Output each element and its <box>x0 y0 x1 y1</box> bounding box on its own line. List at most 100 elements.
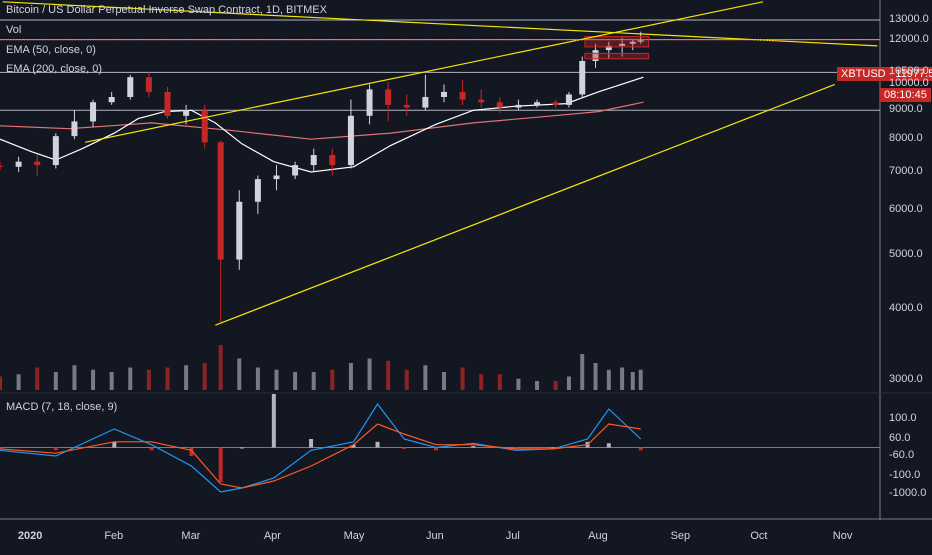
macd-histogram-bar <box>271 394 276 448</box>
candle-body <box>385 89 392 105</box>
candle-body <box>496 102 503 108</box>
volume-bar <box>566 376 571 390</box>
candle-body <box>605 45 612 51</box>
volume-bar <box>128 367 133 390</box>
volume-bar <box>237 358 242 390</box>
time-tick-label: Feb <box>104 530 124 542</box>
volume-bar <box>311 372 316 390</box>
candle-body <box>534 102 541 105</box>
candle-body <box>329 155 336 166</box>
candle-body <box>71 121 78 137</box>
time-tick-label: Jun <box>426 530 444 542</box>
candle-body <box>515 104 522 108</box>
price-tick-label: 4000.0 <box>889 302 923 315</box>
candle-body <box>34 161 41 166</box>
macd-tick-label: -100.0 <box>889 469 921 481</box>
volume-bar <box>497 374 502 390</box>
candle-body <box>403 104 410 108</box>
trendline <box>2 1 878 47</box>
candle-body <box>579 61 586 95</box>
macd-histogram-bar <box>513 447 518 449</box>
time-tick-label: 2020 <box>17 530 43 542</box>
volume-bar <box>348 363 353 390</box>
volume-bar <box>630 372 635 390</box>
volume-bar <box>580 354 585 390</box>
candle-body <box>273 175 280 180</box>
ema50-label: EMA (50, close, 0) <box>6 44 96 56</box>
macd-tick-label: -60.0 <box>889 449 915 461</box>
candle-body <box>164 91 171 116</box>
candle-body <box>292 165 299 176</box>
volume-bar <box>423 365 428 390</box>
candle-body <box>183 110 190 116</box>
volume-bar <box>516 378 521 390</box>
macd-histogram-bar <box>189 447 194 456</box>
chart-title: Bitcoin / US Dollar Perpetual Inverse Sw… <box>6 4 327 16</box>
volume-bar <box>330 369 335 390</box>
volume-label: Vol <box>6 24 22 36</box>
price-tick-label: 10000.0 <box>889 77 929 90</box>
candle-body <box>52 136 59 166</box>
macd-histogram-bar <box>0 447 2 449</box>
ema200-line <box>0 101 644 140</box>
volume-bar <box>35 367 40 390</box>
volume-bar <box>184 365 189 390</box>
macd-histogram-bar <box>434 447 439 451</box>
volume-bar <box>638 369 643 390</box>
candle-body <box>366 89 373 116</box>
candle-body <box>459 91 466 100</box>
volume-bar <box>109 372 114 390</box>
price-tick-label: 13000.0 <box>889 13 929 25</box>
macd-histogram-bar <box>471 446 476 448</box>
price-tick-label: 10500.0 <box>889 65 929 78</box>
candle-body <box>217 142 224 260</box>
candle-body <box>422 97 429 108</box>
time-tick-label: Mar <box>181 530 201 542</box>
volume-bar <box>202 363 207 390</box>
volume-bar <box>367 358 372 390</box>
candle-body <box>127 77 134 98</box>
volume-bar <box>0 376 2 390</box>
macd-histogram-bar <box>149 447 154 451</box>
macd-histogram-bar <box>218 447 223 482</box>
volume-bar <box>441 372 446 390</box>
volume-bar <box>606 369 611 390</box>
ema200-label: EMA (200, close, 0) <box>6 63 102 75</box>
volume-bar <box>146 369 151 390</box>
macd-histogram-bar <box>351 444 356 448</box>
volume-bar <box>72 365 77 390</box>
candle-body <box>0 165 3 167</box>
candle-body <box>619 43 626 46</box>
price-tick-label: 3000.0 <box>889 373 923 385</box>
volume-bar <box>165 367 170 390</box>
volume-bar <box>386 360 391 390</box>
candle-body <box>440 91 447 98</box>
candle-body <box>201 110 208 143</box>
time-tick-label: Oct <box>750 530 768 542</box>
macd-histogram-bar <box>239 447 244 449</box>
volume-bar <box>535 381 540 390</box>
macd-tick-label: -1000.0 <box>889 487 927 499</box>
trendline <box>215 83 836 326</box>
candle-body <box>310 155 317 166</box>
volume-bar <box>620 367 625 390</box>
price-tick-label: 7000.0 <box>889 164 923 177</box>
volume-bar <box>553 381 558 390</box>
candle-body <box>565 94 572 105</box>
time-tick-label: May <box>343 530 365 542</box>
candle-body <box>15 161 22 167</box>
volume-bar <box>91 369 96 390</box>
macd-histogram-bar <box>550 447 555 449</box>
candle-body <box>90 102 97 122</box>
candle-body <box>108 97 115 103</box>
macd-histogram-bar <box>606 443 611 448</box>
macd-histogram-bar <box>402 447 407 449</box>
macd-tick-label: 100.0 <box>889 412 917 424</box>
candle-body <box>592 50 599 62</box>
macd-histogram-bar <box>375 441 380 448</box>
candle-body <box>478 99 485 103</box>
candle-body <box>347 115 354 166</box>
volume-bar <box>274 369 279 390</box>
zone-rectangle <box>584 36 650 48</box>
